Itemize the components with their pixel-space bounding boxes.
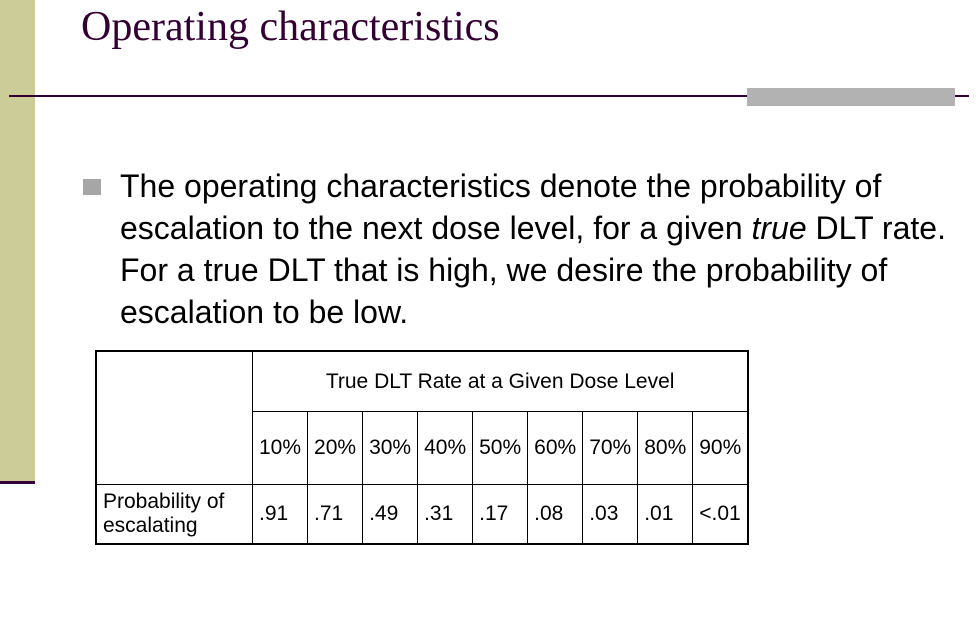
rate-cell: 10% [251, 411, 309, 485]
row-label: Probability of escalating [95, 484, 253, 545]
probability-cell: .01 [637, 484, 694, 545]
table-header: True DLT Rate at a Given Dose Level [252, 350, 749, 412]
bullet-text-part1: The operating characteristics denote the… [120, 168, 882, 246]
rate-cell: 70% [582, 411, 639, 485]
bullet-text-italic: true [751, 210, 807, 246]
probability-cell: .49 [362, 484, 419, 545]
row-label-line1: Probability of [103, 490, 225, 513]
row-label-line2: escalating [103, 514, 198, 537]
table-corner-cell [95, 350, 253, 485]
bullet-text-part2: DLT rate. For a true DLT that is high, w… [120, 210, 946, 330]
title-divider-accent [747, 88, 955, 106]
probability-row: Probability of escalating .91 .71 .49 .31… [95, 484, 749, 545]
probability-cell: .71 [307, 484, 364, 545]
probability-cell: .08 [527, 484, 584, 545]
probability-cell: .91 [251, 484, 309, 545]
probability-cell: <.01 [692, 484, 749, 545]
bullet-square-icon [83, 179, 101, 195]
table-header-row: True DLT Rate at a Given Dose Level [95, 350, 749, 485]
rates-row: 10% 20% 30% 40% 50% 60% 70% 80% 90% [96, 411, 749, 485]
bullet-paragraph: The operating characteristics denote the… [120, 165, 960, 333]
probability-cell: .17 [472, 484, 529, 545]
slide-title: Operating characteristics [81, 4, 500, 50]
probability-cell: .31 [417, 484, 474, 545]
rate-cell: 50% [472, 411, 529, 485]
rate-cell: 30% [362, 411, 419, 485]
operating-characteristics-table: True DLT Rate at a Given Dose Level 10% … [95, 350, 750, 545]
rate-cell: 90% [692, 411, 749, 485]
left-bar-accent-line [0, 481, 35, 484]
rate-cell: 60% [527, 411, 584, 485]
rate-cell: 80% [637, 411, 694, 485]
rate-cell: 20% [307, 411, 364, 485]
title-divider [9, 95, 969, 97]
left-decorative-bar [0, 0, 35, 483]
probability-cell: .03 [582, 484, 639, 545]
rate-cell: 40% [417, 411, 474, 485]
